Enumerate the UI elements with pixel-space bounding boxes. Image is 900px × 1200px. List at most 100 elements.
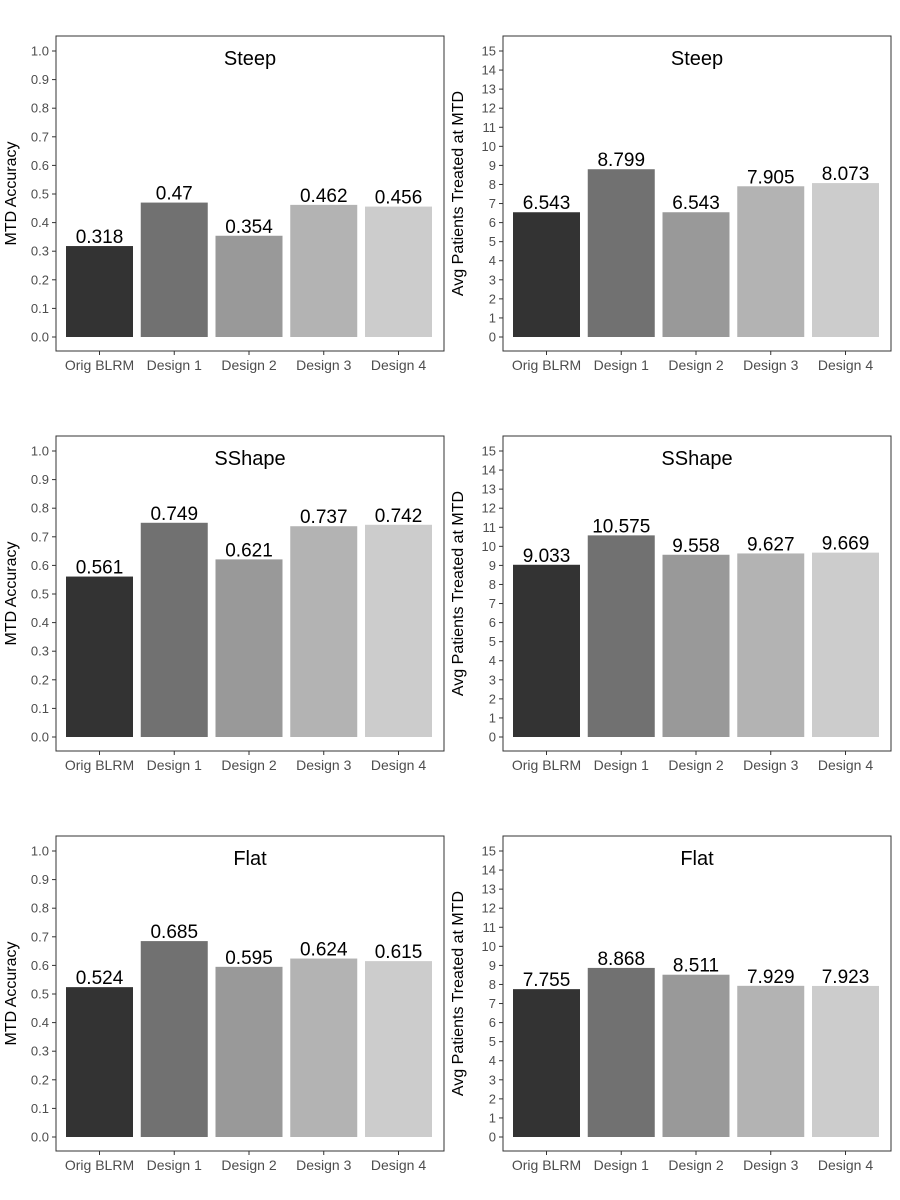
y-axis-title: MTD Accuracy xyxy=(3,141,20,245)
y-tick-label: 10 xyxy=(482,539,496,554)
x-tick-label: Design 1 xyxy=(594,757,649,773)
x-tick-label: Design 4 xyxy=(371,757,426,773)
bar-value-label: 7.923 xyxy=(822,967,870,988)
bar-value-label: 0.462 xyxy=(300,186,348,207)
bar-design-3 xyxy=(737,186,805,337)
y-tick-label: 0.0 xyxy=(31,1130,49,1145)
y-tick-label: 9 xyxy=(489,158,496,173)
y-tick-label: 0.1 xyxy=(31,1101,49,1116)
bar-value-label: 6.543 xyxy=(523,193,571,214)
y-tick-label: 6 xyxy=(489,615,496,630)
x-tick-label: Design 1 xyxy=(147,1157,202,1173)
y-tick-label: 14 xyxy=(482,863,496,878)
x-tick-label: Design 2 xyxy=(668,757,723,773)
panel-title: SShape xyxy=(661,448,732,470)
y-tick-label: 2 xyxy=(489,291,496,306)
y-tick-label: 0.4 xyxy=(31,215,49,230)
bar-value-label: 6.543 xyxy=(672,193,720,214)
x-tick-label: Design 3 xyxy=(743,357,798,373)
y-tick-label: 0.3 xyxy=(31,244,49,259)
x-tick-label: Design 1 xyxy=(147,357,202,373)
y-tick-label: 1.0 xyxy=(31,44,49,59)
x-tick-label: Orig BLRM xyxy=(65,757,134,773)
bar-value-label: 0.595 xyxy=(225,948,273,969)
x-tick-label: Design 4 xyxy=(818,357,873,373)
bar-design-4 xyxy=(812,183,879,337)
bar-orig-blrm xyxy=(513,989,580,1137)
y-tick-label: 0.8 xyxy=(31,901,49,916)
bar-value-label: 9.033 xyxy=(523,546,571,567)
x-tick-label: Design 4 xyxy=(371,357,426,373)
bar-orig-blrm xyxy=(66,576,133,737)
bar-value-label: 0.615 xyxy=(375,942,423,963)
y-tick-label: 6 xyxy=(489,215,496,230)
y-tick-label: 3 xyxy=(489,1072,496,1087)
bar-design-3 xyxy=(290,204,358,337)
bar-value-label: 0.624 xyxy=(300,940,348,961)
y-axis-title: Avg Patients Treated at MTD xyxy=(450,491,467,696)
y-tick-label: 2 xyxy=(489,691,496,706)
y-axis-title: MTD Accuracy xyxy=(3,941,20,1045)
y-tick-label: 0.8 xyxy=(31,101,49,116)
y-tick-label: 13 xyxy=(482,482,496,497)
x-tick-label: Design 3 xyxy=(743,1157,798,1173)
y-tick-label: 10 xyxy=(482,939,496,954)
panel-title: Steep xyxy=(224,48,276,70)
y-tick-label: 0.2 xyxy=(31,272,49,287)
x-tick-label: Orig BLRM xyxy=(512,1157,581,1173)
bar-design-2 xyxy=(662,212,730,337)
chart-panel-1: 0.0 0.1 0.2 0.3 0.4 0.5 0.6 0.7 0.8 0.9 1.0 MTD Acc… xyxy=(3,35,445,373)
y-tick-label: 0.8 xyxy=(31,501,49,516)
y-tick-label: 7 xyxy=(489,196,496,211)
bar-value-label: 0.561 xyxy=(76,558,124,579)
bar-orig-blrm xyxy=(513,564,580,737)
y-tick-label: 2 xyxy=(489,1091,496,1106)
y-axis-title: MTD Accuracy xyxy=(3,541,20,645)
y-tick-label: 0.6 xyxy=(31,958,49,973)
y-tick-label: 0.5 xyxy=(31,587,49,602)
y-axis-title: Avg Patients Treated at MTD xyxy=(450,91,467,296)
y-tick-label: 15 xyxy=(482,444,496,459)
x-tick-label: Design 3 xyxy=(296,757,351,773)
y-tick-label: 1.0 xyxy=(31,444,49,459)
y-tick-label: 3 xyxy=(489,272,496,287)
y-tick-label: 7 xyxy=(489,596,496,611)
x-tick-label: Design 2 xyxy=(221,1157,276,1173)
y-tick-label: 0.3 xyxy=(31,644,49,659)
y-tick-label: 0.7 xyxy=(31,529,49,544)
x-tick-label: Design 4 xyxy=(818,757,873,773)
y-tick-label: 6 xyxy=(489,1015,496,1030)
y-tick-label: 0 xyxy=(489,730,496,745)
y-tick-label: 5 xyxy=(489,234,496,249)
x-tick-label: Design 4 xyxy=(818,1157,873,1173)
y-tick-label: 0.6 xyxy=(31,158,49,173)
bar-design-3 xyxy=(737,553,805,737)
x-tick-label: Design 3 xyxy=(296,357,351,373)
bar-design-1 xyxy=(587,535,655,737)
bar-design-2 xyxy=(662,554,730,737)
chart-panel-3: 0.0 0.1 0.2 0.3 0.4 0.5 0.6 0.7 0.8 0.9 1.0 MTD Acc… xyxy=(3,435,445,773)
x-tick-label: Orig BLRM xyxy=(512,357,581,373)
y-tick-label: 0.1 xyxy=(31,701,49,716)
bar-value-label: 7.905 xyxy=(747,167,795,188)
y-tick-label: 13 xyxy=(482,82,496,97)
bar-value-label: 9.627 xyxy=(747,534,795,555)
y-tick-label: 12 xyxy=(482,901,496,916)
y-tick-label: 0 xyxy=(489,1130,496,1145)
y-tick-label: 0.3 xyxy=(31,1044,49,1059)
bar-design-2 xyxy=(215,966,283,1137)
y-tick-label: 5 xyxy=(489,634,496,649)
y-tick-label: 0.6 xyxy=(31,558,49,573)
x-tick-label: Orig BLRM xyxy=(512,757,581,773)
bar-design-3 xyxy=(290,958,358,1137)
bar-design-2 xyxy=(662,974,730,1137)
y-tick-label: 4 xyxy=(489,253,496,268)
x-tick-label: Design 1 xyxy=(147,757,202,773)
y-tick-label: 0.7 xyxy=(31,929,49,944)
y-tick-label: 0.0 xyxy=(31,730,49,745)
chart-panel-5: 0.0 0.1 0.2 0.3 0.4 0.5 0.6 0.7 0.8 0.9 1.0 MTD Acc… xyxy=(3,835,445,1173)
y-tick-label: 12 xyxy=(482,501,496,516)
bar-orig-blrm xyxy=(513,212,580,337)
bar-design-1 xyxy=(587,169,655,337)
x-tick-label: Design 3 xyxy=(743,757,798,773)
